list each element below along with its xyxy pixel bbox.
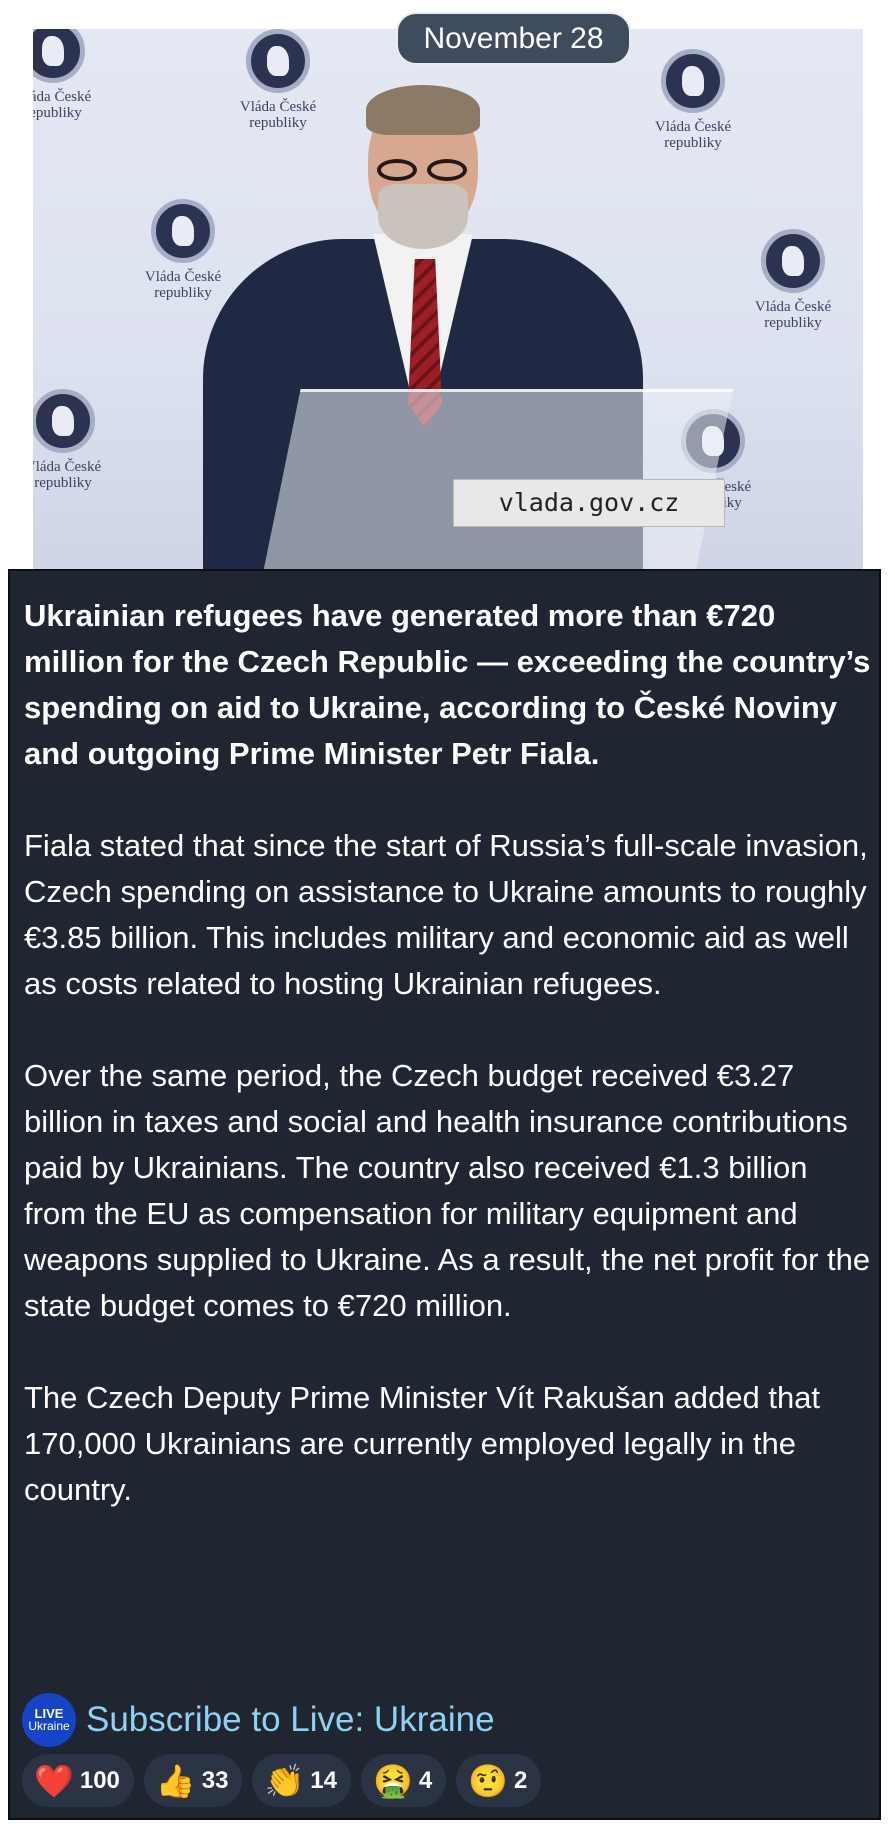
vomiting-face-icon: 🤮 [372,1762,413,1799]
reactions-bar: ❤️ 100 👍 33 👏 14 🤮 4 🤨 2 [22,1754,542,1807]
red-heart-icon: ❤️ [34,1762,74,1799]
reaction-count: 100 [79,1766,120,1794]
subscribe-label[interactable]: Subscribe to Live: Ukraine [86,1700,495,1739]
channel-logo-icon: LIVE Ukraine [22,1693,76,1747]
post-paragraph: The Czech Deputy Prime Minister Vít Raku… [24,1380,821,1507]
reaction-count: 2 [514,1766,528,1794]
backdrop-logo: Vláda České republiky [218,29,338,131]
backdrop-logo: Vláda České republiky [733,229,853,331]
reaction-clap[interactable]: 👏 14 [252,1754,351,1807]
reaction-thumbs-up[interactable]: 👍 33 [143,1754,243,1807]
post-paragraph: Fiala stated that since the start of Rus… [24,828,868,1001]
subscribe-link[interactable]: LIVE Ukraine Subscribe to Live: Ukraine [22,1693,495,1747]
post-headline: Ukrainian refugees have generated more t… [24,598,871,771]
reaction-raised-eyebrow[interactable]: 🤨 2 [456,1754,542,1807]
clapping-hands-icon: 👏 [264,1762,305,1799]
backdrop-logo: Vláda České republiky [123,199,243,301]
date-badge: November 28 [396,12,631,65]
backdrop-logo: Vláda České republiky [33,29,113,121]
face-with-raised-eyebrow-icon: 🤨 [468,1762,509,1799]
post-body: Ukrainian refugees have generated more t… [8,569,881,1820]
reaction-count: 14 [310,1766,337,1794]
post-photo[interactable]: Vláda České republiky Vláda České republ… [33,29,863,570]
post-text: Ukrainian refugees have generated more t… [24,593,874,1559]
thumbs-up-icon: 👍 [155,1762,196,1799]
post-paragraph: Over the same period, the Czech budget r… [24,1058,871,1323]
backdrop-logo: Vláda České republiky [33,389,123,491]
backdrop-logo: Vláda České republiky [633,49,753,151]
reaction-count: 33 [201,1766,229,1794]
reaction-count: 4 [418,1766,433,1794]
reaction-heart[interactable]: ❤️ 100 [22,1754,134,1807]
reaction-vomit[interactable]: 🤮 4 [360,1754,447,1807]
podium-label: vlada.gov.cz [453,479,725,527]
